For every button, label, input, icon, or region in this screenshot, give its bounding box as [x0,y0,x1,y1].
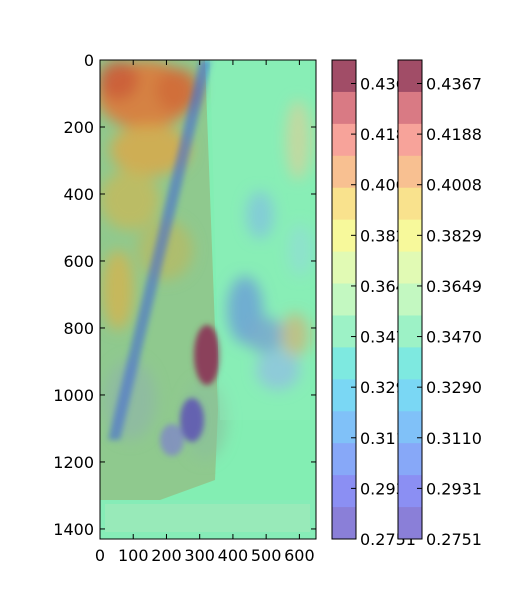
colorbar-level [398,507,422,540]
x-tick-label: 200 [151,546,182,565]
colorbar-tick-label: 0.3470 [426,328,482,347]
colorbar-level [398,379,422,412]
colorbar-level [398,347,422,380]
y-tick-label: 1400 [53,520,94,539]
colorbar-level [398,283,422,316]
colorbar-frame [397,59,423,540]
y-tick-label: 1000 [53,386,94,405]
colorbar-tick-label: 0.4367 [426,75,482,94]
colorbar-tick-label: 0.4188 [426,125,482,144]
colorbar-level [332,411,356,444]
colorbar-level [398,219,422,253]
colorbar-tick-label: 0.3110 [426,429,482,448]
y-axis: 0 200 400 600 800 1000 1200 1400 [53,51,316,539]
y-tick-label: 1200 [53,453,94,472]
plot-frame [99,59,317,540]
colorbar-level [398,443,422,476]
colorbar-level [332,187,356,221]
colorbar-tick-label: 0.3649 [426,277,482,296]
colorbar-level [332,251,356,285]
y-tick-label: 800 [63,319,94,338]
colorbar-tick-label: 0.3829 [426,226,482,245]
colorbar-level [332,155,356,189]
y-tick-label: 200 [63,118,94,137]
colorbar-tick-label: 0.4008 [426,176,482,195]
x-tick-label: 0 [95,546,105,565]
x-tick-label: 600 [284,546,315,565]
colorbar-level [332,123,356,157]
colorbar-tick-label: 0.2751 [426,530,482,549]
colorbar-level [332,283,356,316]
colorbar-level [398,475,422,508]
colorbar-level [398,251,422,285]
colorbar-level [398,123,422,157]
colorbar-level [332,315,356,348]
colorbar-level [398,60,422,93]
x-axis: 0 100 200 300 400 500 600 [95,60,315,565]
colorbar-2: 0.4367 0.4188 0.4008 0.3829 0.3649 0.3470 0.32… [397,59,482,549]
colorbar-level [398,187,422,221]
y-tick-label: 0 [84,51,94,70]
heatmap-image [100,60,316,539]
colorbar-level [398,411,422,444]
colorbar-level [332,507,356,540]
y-tick-label: 600 [63,252,94,271]
colorbar-level [332,347,356,380]
colorbar-level [398,315,422,348]
colorbar-tick-label: 0.2931 [426,479,482,498]
x-tick-label: 500 [251,546,282,565]
colorbar-level [332,475,356,508]
colorbar-level [398,91,422,125]
colorbar-level [332,60,356,93]
colorbar-level [332,219,356,253]
colorbar-tick-label: 0.3290 [426,378,482,397]
colorbar-frame [331,59,357,540]
x-tick-label: 400 [218,546,249,565]
colorbar-level [332,379,356,412]
colorbar-level [398,155,422,189]
x-tick-label: 100 [118,546,149,565]
y-tick-label: 400 [63,185,94,204]
x-tick-label: 300 [184,546,215,565]
colorbar-level [332,443,356,476]
colorbar-level [332,91,356,125]
